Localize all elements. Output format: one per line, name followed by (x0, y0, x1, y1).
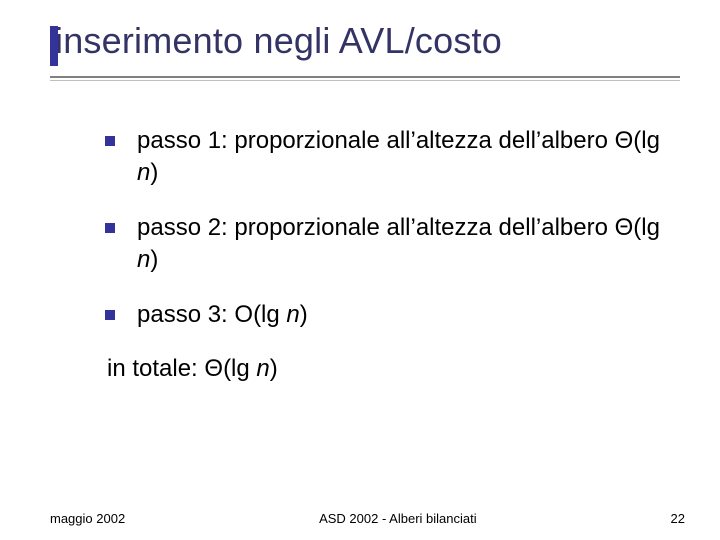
title-underline-light (50, 80, 680, 81)
bullet-text: passo 3: O(lg n) (137, 299, 308, 331)
bullet-post: ) (150, 159, 158, 186)
bullet-text: passo 1: proporzionale all’altezza dell’… (137, 125, 660, 190)
bullet-ital: n (137, 159, 150, 186)
summary-pre: in totale: Θ(lg (107, 355, 256, 382)
bullet-pre: passo 2: proporzionale all’altezza dell’… (137, 214, 660, 241)
square-bullet-icon (105, 136, 115, 146)
list-item: passo 1: proporzionale all’altezza dell’… (105, 125, 660, 190)
slide-title: inserimento negli AVL/costo (55, 20, 700, 62)
footer-page-number: 22 (671, 511, 685, 526)
list-item: passo 2: proporzionale all’altezza dell’… (105, 212, 660, 277)
summary-ital: n (256, 355, 269, 382)
title-block: inserimento negli AVL/costo (55, 20, 700, 62)
footer-title: ASD 2002 - Alberi bilanciati (125, 511, 670, 526)
bullet-post: ) (300, 301, 308, 328)
square-bullet-icon (105, 223, 115, 233)
square-bullet-icon (105, 310, 115, 320)
bullet-post: ) (150, 246, 158, 273)
summary-post: ) (270, 355, 278, 382)
bullet-pre: passo 3: O(lg (137, 301, 286, 328)
slide-footer: maggio 2002 ASD 2002 - Alberi bilanciati… (50, 511, 685, 526)
content-area: passo 1: proporzionale all’altezza dell’… (105, 125, 660, 385)
title-accent-bar (50, 26, 58, 66)
title-underline-dark (50, 76, 680, 78)
list-item: passo 3: O(lg n) (105, 299, 660, 331)
bullet-text: passo 2: proporzionale all’altezza dell’… (137, 212, 660, 277)
summary-line: in totale: Θ(lg n) (107, 353, 660, 385)
bullet-ital: n (137, 246, 150, 273)
bullet-ital: n (286, 301, 299, 328)
footer-date: maggio 2002 (50, 511, 125, 526)
bullet-pre: passo 1: proporzionale all’altezza dell’… (137, 127, 660, 154)
